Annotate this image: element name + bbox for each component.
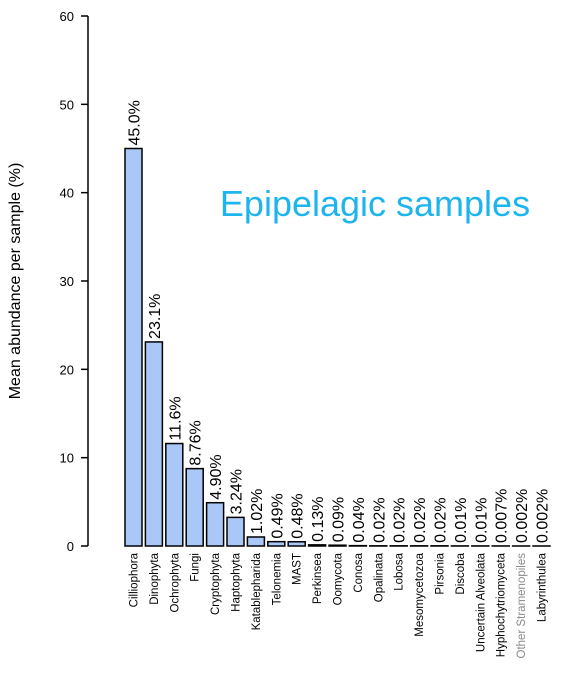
x-tick-label: Telonemia [271,552,283,605]
x-tick-label: Labyrinthulea [537,552,549,622]
x-tick-label: Oomycota [333,552,345,605]
value-label: 0.13% [310,496,327,541]
value-label: 0.01% [453,498,470,543]
y-tick-label: 0 [67,539,74,554]
value-label: 0.01% [473,498,490,543]
value-label: 0.04% [351,497,368,542]
value-label: 0.02% [412,497,429,542]
x-tick-label: Mesomycetozoa [414,552,426,636]
x-tick-label: Cryptophyta [210,552,222,615]
bar [124,147,143,547]
value-label: 0.007% [494,489,511,543]
x-tick-label: Ochrophyta [169,552,181,612]
x-tick-label: MAST [292,553,304,585]
x-tick-label: Other Stramenopiles [516,553,528,659]
x-tick-label: Perkinsea [312,552,324,604]
bar [226,516,245,547]
bar [267,540,286,547]
y-tick-label: 20 [60,362,74,377]
value-label: 0.49% [269,493,286,538]
x-tick-label: Dinophyta [149,552,161,604]
y-tick-label: 40 [60,186,74,201]
bar [307,544,327,547]
bar [144,341,164,547]
x-tick-label: Lobosa [394,552,406,590]
x-tick-label: Conosa [353,552,365,592]
annotation: Epipelagic samples [220,183,530,224]
y-tick-label: 60 [60,9,74,24]
x-tick-label: Fungi [190,553,202,582]
value-label: 11.6% [167,396,184,440]
value-label: 3.24% [229,469,246,514]
value-label: 0.09% [331,497,348,542]
x-tick-label: Hyphochytriomyceta [496,552,508,657]
value-label: 0.02% [392,497,409,542]
bar [328,544,347,547]
x-tick-label: Opalinata [373,552,385,602]
bar [205,501,225,547]
value-label: 23.1% [147,294,164,339]
x-tick-label: Pirsonia [435,552,447,594]
value-label: 0.48% [290,493,307,538]
y-axis-label: Mean abundance per sample (%) [7,163,24,400]
x-tick-label: Cilliophora [129,552,141,607]
x-tick-label: Discoba [455,552,467,594]
y-tick-label: 50 [60,97,74,112]
value-label: 0.02% [371,497,388,542]
value-label: 8.76% [188,420,205,465]
x-tick-label: Katablepharida [251,552,263,630]
bar [165,442,184,547]
bar [246,536,266,547]
x-tick-label: Haptophyta [231,552,243,611]
x-tick-label: Uncertain Alveolata [475,552,487,652]
value-label: 45.0% [127,100,144,145]
bar [185,467,204,547]
value-label: 1.02% [249,489,266,534]
value-label: 0.002% [535,489,552,543]
y-tick-label: 30 [60,274,74,289]
value-label: 4.90% [208,454,225,499]
value-label: 0.02% [433,497,450,542]
y-tick-label: 10 [60,451,74,466]
value-label: 0.002% [514,489,531,543]
bar [287,541,306,547]
